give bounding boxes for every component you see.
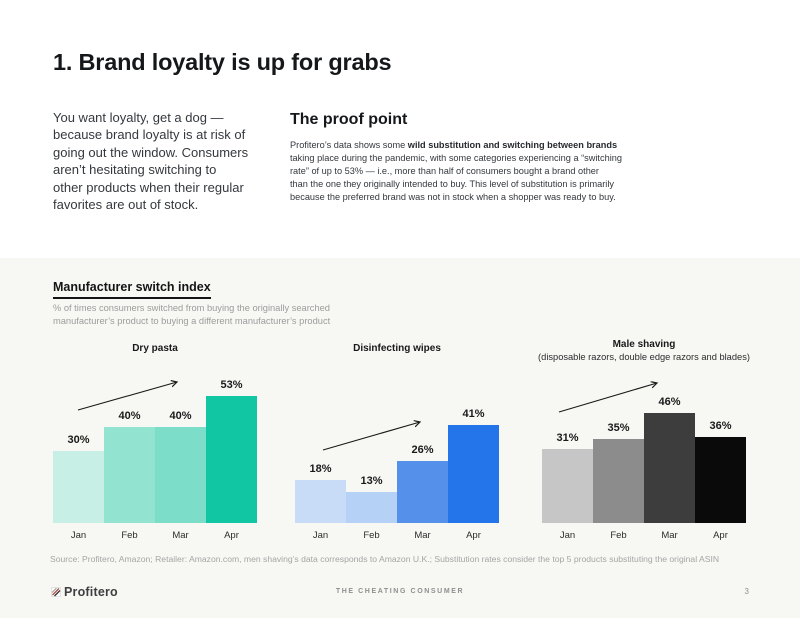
- x-axis-label-mar: Mar: [661, 530, 678, 541]
- bar-value-label: 46%: [658, 396, 681, 408]
- bar-mar: 46%: [644, 396, 695, 523]
- x-axis-label-mar: Mar: [172, 530, 189, 541]
- trend-arrow-icon: [558, 368, 746, 413]
- bar-feb: 40%: [104, 410, 155, 523]
- page-footer: Profitero THE CHEATING CONSUMER 3: [51, 583, 749, 603]
- chart-title: Male shaving: [612, 339, 676, 350]
- chart-male-shaving: Male shaving (disposable razors, double …: [538, 339, 750, 541]
- bar-feb: 35%: [593, 422, 644, 523]
- bar-value-label: 18%: [309, 463, 332, 475]
- page-number: 3: [744, 587, 749, 596]
- x-axis-label-apr: Apr: [466, 530, 481, 541]
- x-axis: Jan Feb Mar Apr: [53, 530, 257, 541]
- chart-title: Dry pasta: [132, 343, 178, 354]
- x-axis-label-apr: Apr: [713, 530, 728, 541]
- chart-subtitle: (disposable razors, double edge razors a…: [538, 352, 750, 362]
- bar-value-label: 40%: [169, 410, 192, 422]
- bar-jan: 31%: [542, 432, 593, 523]
- bar-value-label: 31%: [556, 432, 579, 444]
- x-axis-label-jan: Jan: [559, 530, 576, 541]
- bar-apr: 41%: [448, 408, 499, 523]
- x-axis: Jan Feb Mar Apr: [295, 530, 499, 541]
- chart-title: Disinfecting wipes: [353, 343, 441, 354]
- chart-plot-area: 30% 40% 40% 53%: [53, 368, 257, 523]
- chart-section: Manufacturer switch index % of times con…: [0, 258, 800, 618]
- bar-apr: 36%: [695, 420, 746, 523]
- profitero-logo-text: Profitero: [64, 585, 118, 599]
- x-axis: Jan Feb Mar Apr: [542, 530, 746, 541]
- proof-point-section: The proof point Profitero’s data shows s…: [290, 111, 640, 204]
- bar-value-label: 26%: [411, 444, 434, 456]
- x-axis-label-jan: Jan: [70, 530, 87, 541]
- bar-jan: 18%: [295, 463, 346, 523]
- x-axis-label-feb: Feb: [610, 530, 627, 541]
- bar-value-label: 30%: [67, 434, 90, 446]
- profitero-logo: Profitero: [51, 585, 118, 599]
- bar-value-label: 53%: [220, 379, 243, 391]
- x-axis-label-feb: Feb: [363, 530, 380, 541]
- trend-arrow-icon: [77, 368, 257, 411]
- chart-plot-area: 31% 35% 46% 36%: [542, 368, 746, 523]
- bar-mar: 40%: [155, 410, 206, 523]
- bar-value-label: 13%: [360, 475, 383, 487]
- proof-point-heading: The proof point: [290, 111, 408, 128]
- bar-apr: 53%: [206, 379, 257, 523]
- proof-body-prefix: Profitero’s data shows some: [290, 140, 408, 150]
- x-axis-label-mar: Mar: [414, 530, 431, 541]
- chart-disinfecting-wipes: Disinfecting wipes 18% 13% 26% 41% Jan Feb Ma…: [295, 343, 499, 541]
- bar-value-label: 41%: [462, 408, 485, 420]
- profitero-logo-icon: [51, 587, 61, 597]
- proof-body-suffix: taking place during the pandemic, with s…: [290, 153, 622, 202]
- section-description: % of times consumers switched from buyin…: [53, 303, 331, 326]
- chart-header: Disinfecting wipes: [262, 343, 532, 355]
- intro-paragraph: You want loyalty, get a dog — because br…: [53, 110, 249, 213]
- bar-feb: 13%: [346, 475, 397, 523]
- bar-value-label: 36%: [709, 420, 732, 432]
- proof-point-body: Profitero’s data shows some wild substit…: [290, 139, 640, 204]
- bar-value-label: 40%: [118, 410, 141, 422]
- bar-jan: 30%: [53, 434, 104, 523]
- x-axis-label-jan: Jan: [312, 530, 329, 541]
- chart-header: Male shaving (disposable razors, double …: [509, 339, 779, 363]
- bar-value-label: 35%: [607, 422, 630, 434]
- chart-plot-area: 18% 13% 26% 41%: [295, 368, 499, 523]
- section-heading: Manufacturer switch index: [53, 280, 211, 299]
- bar-mar: 26%: [397, 444, 448, 523]
- source-note: Source: Profitero, Amazon; Retailer: Ama…: [50, 554, 720, 564]
- trend-arrow-icon: [322, 368, 499, 451]
- chart-header: Dry pasta: [20, 343, 290, 355]
- page-title: 1. Brand loyalty is up for grabs: [53, 49, 392, 75]
- x-axis-label-feb: Feb: [121, 530, 138, 541]
- x-axis-label-apr: Apr: [224, 530, 239, 541]
- chart-dry-pasta: Dry pasta 30% 40% 40% 53% Jan Feb Mar Apr: [53, 343, 257, 541]
- proof-body-bold: wild substitution and switching between …: [407, 140, 618, 150]
- report-title-footer: THE CHEATING CONSUMER: [335, 588, 465, 595]
